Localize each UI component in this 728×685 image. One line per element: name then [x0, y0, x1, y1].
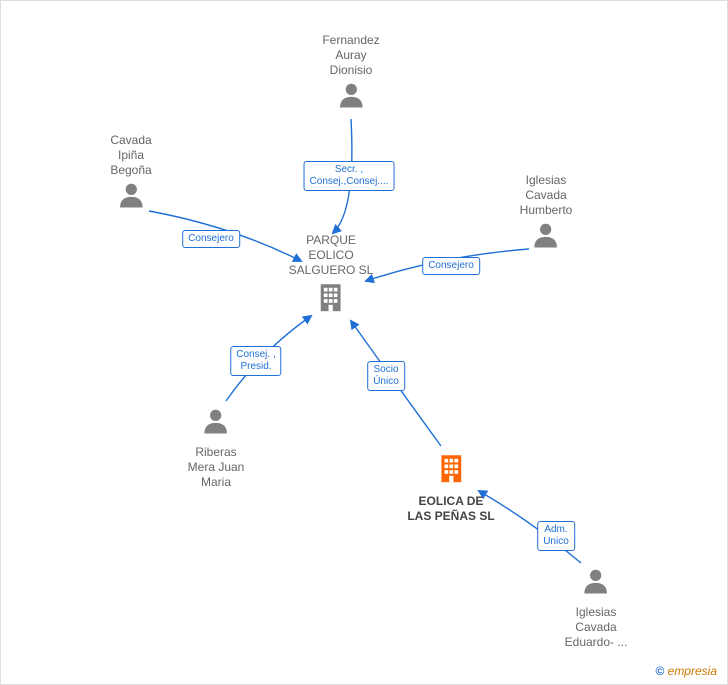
person-icon	[201, 406, 231, 441]
person-icon	[116, 180, 146, 215]
node-center[interactable]: PARQUE EOLICO SALGUERO SL	[289, 233, 374, 319]
person-icon	[531, 220, 561, 255]
edge-label: Secr. , Consej.,Consej....	[304, 161, 395, 191]
edge-label: Socio Único	[367, 361, 405, 391]
node-cavada[interactable]: Cavada Ipiña Begoña	[110, 133, 151, 215]
building-icon	[314, 280, 348, 319]
node-iglesias-e-label: Iglesias Cavada Eduardo- ...	[565, 605, 628, 650]
building-icon	[434, 451, 468, 490]
person-icon	[336, 80, 366, 115]
person-icon	[581, 566, 611, 601]
node-iglesias-h[interactable]: Iglesias Cavada Humberto	[520, 173, 573, 255]
node-eolica[interactable]: EOLICA DE LAS PEÑAS SL	[407, 451, 494, 524]
footer-credit: © empresia	[655, 664, 717, 678]
node-center-label: PARQUE EOLICO SALGUERO SL	[289, 233, 374, 278]
brand-name: empresia	[668, 664, 717, 678]
copyright-symbol: ©	[655, 664, 664, 678]
diagram-canvas: PARQUE EOLICO SALGUERO SL Fernandez Aura…	[0, 0, 728, 685]
node-iglesias-h-label: Iglesias Cavada Humberto	[520, 173, 573, 218]
edge-label: Adm. Unico	[537, 521, 575, 551]
edge-label: Consejero	[422, 257, 480, 275]
node-riberas[interactable]: Riberas Mera Juan Maria	[188, 406, 245, 490]
node-fernandez-label: Fernandez Auray Dionisio	[322, 33, 379, 78]
edge-label: Consejero	[182, 230, 240, 248]
node-iglesias-e[interactable]: Iglesias Cavada Eduardo- ...	[565, 566, 628, 650]
node-riberas-label: Riberas Mera Juan Maria	[188, 445, 245, 490]
node-eolica-label: EOLICA DE LAS PEÑAS SL	[407, 494, 494, 524]
node-fernandez[interactable]: Fernandez Auray Dionisio	[322, 33, 379, 115]
node-cavada-label: Cavada Ipiña Begoña	[110, 133, 151, 178]
edge-label: Consej. , Presid.	[230, 346, 281, 376]
